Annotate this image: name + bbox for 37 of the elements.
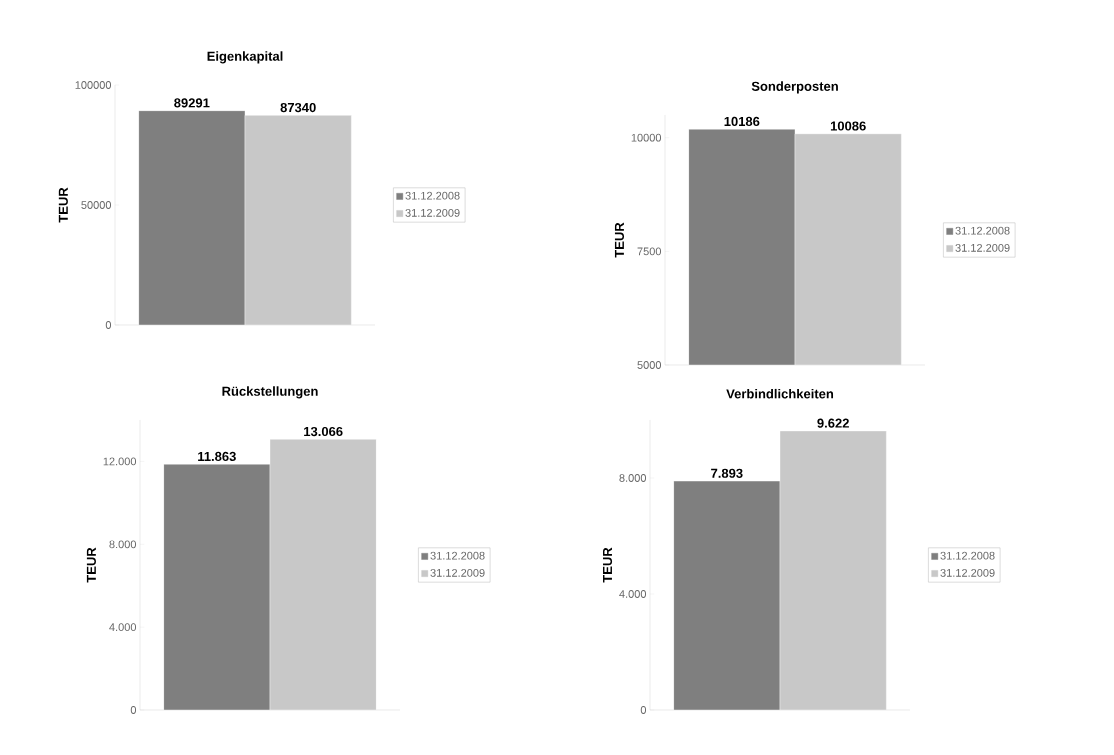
y-axis-title: TEUR <box>86 547 96 583</box>
legend-label: 31.12.2008 <box>405 191 460 200</box>
y-tick-label: 7500 <box>637 247 662 256</box>
data-label: 10086 <box>830 121 866 131</box>
y-tick-label: 0 <box>105 321 112 329</box>
legend-label: 31.12.2008 <box>940 551 995 560</box>
y-tick-label: 50000 <box>81 201 112 209</box>
legend-label: 31.12.2009 <box>430 569 485 577</box>
y-tick-label: 8.000 <box>619 474 647 482</box>
chart-title: Rückstellungen <box>222 386 318 399</box>
data-label: 87340 <box>280 102 316 113</box>
chart-title: Eigenkapital <box>207 51 283 64</box>
legend-label: 31.12.2008 <box>430 551 485 560</box>
legend-label: 31.12.2009 <box>940 569 995 577</box>
y-tick-label: 10000 <box>631 133 662 142</box>
y-axis-title: TEUR <box>58 187 68 223</box>
data-label: 7.893 <box>711 468 743 478</box>
data-label: 9.622 <box>817 418 849 428</box>
y-axis-title: TEUR <box>603 547 613 583</box>
y-tick-label: 12.000 <box>103 457 137 466</box>
legend-label: 31.12.2009 <box>405 209 460 217</box>
y-tick-label: 5000 <box>637 361 662 369</box>
legend-label: 31.12.2009 <box>955 244 1010 252</box>
y-axis-title: TEUR <box>614 222 625 258</box>
chart-title: Verbindlichkeiten <box>726 388 834 399</box>
data-label: 13.066 <box>304 426 343 437</box>
data-label: 89291 <box>174 98 210 108</box>
y-tick-label: 4.000 <box>619 590 647 598</box>
y-tick-label: 4.000 <box>109 623 137 632</box>
y-tick-label: 0 <box>640 706 647 714</box>
data-label: 10186 <box>724 116 760 127</box>
chart-title: Sonderposten <box>751 81 838 94</box>
y-tick-label: 0 <box>130 706 137 714</box>
legend-label: 31.12.2008 <box>955 226 1010 235</box>
y-tick-label: 8.000 <box>109 540 137 549</box>
y-tick-label: 100000 <box>75 81 112 89</box>
data-label: 11.863 <box>198 451 236 462</box>
